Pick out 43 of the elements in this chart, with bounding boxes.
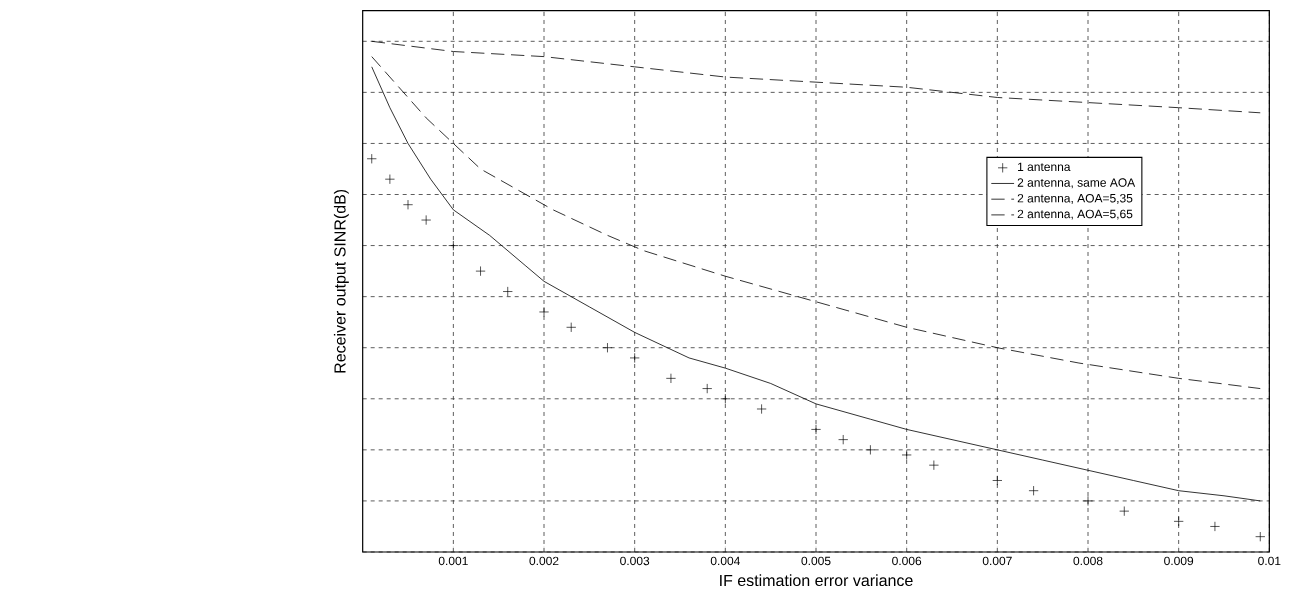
point — [838, 434, 849, 445]
point — [1028, 485, 1039, 496]
x-tick-label: 0.007 — [982, 556, 1012, 566]
point — [1119, 506, 1130, 517]
legend-label: 1 antenna — [1018, 162, 1071, 172]
point — [1082, 495, 1094, 506]
x-tick-label: 0.001 — [438, 556, 468, 566]
point — [566, 322, 577, 333]
y-axis-title: Receiver output SINR(dB) — [333, 189, 349, 373]
x-tick-label: 0.004 — [710, 556, 740, 566]
point — [629, 352, 640, 363]
x-tick-label: 0.009 — [1164, 556, 1194, 566]
point — [901, 449, 912, 460]
point — [811, 424, 822, 435]
point — [403, 199, 414, 210]
point — [366, 153, 377, 164]
x-tick-label: 0.008 — [1073, 556, 1103, 566]
legend-label: 2 antenna, AOA=5,65 — [1017, 209, 1133, 220]
point — [539, 306, 550, 317]
x-tick-label: 0.003 — [620, 556, 650, 566]
point — [720, 393, 731, 404]
x-tick-label: 0.006 — [892, 556, 922, 566]
point — [475, 266, 486, 277]
legend-label: 2 antenna, same AOA — [1017, 178, 1136, 189]
x-tick-label: 0.002 — [529, 556, 559, 566]
point — [756, 403, 767, 414]
point — [502, 286, 513, 297]
point — [702, 383, 713, 394]
x-tick-label: 0.005 — [801, 556, 831, 566]
point — [1255, 531, 1266, 542]
point — [1209, 521, 1220, 532]
point — [421, 215, 432, 226]
point — [992, 475, 1003, 486]
point — [1173, 516, 1184, 527]
point — [865, 444, 876, 455]
point — [602, 342, 613, 353]
point — [384, 174, 395, 185]
legend-label: 2 antenna, AOA=5,35 — [1017, 193, 1133, 204]
x-axis-title: IF estimation error variance — [720, 574, 913, 587]
point — [928, 460, 939, 471]
point — [448, 240, 459, 251]
x-tick-label: 0.01 — [1258, 556, 1281, 566]
point — [665, 373, 676, 384]
